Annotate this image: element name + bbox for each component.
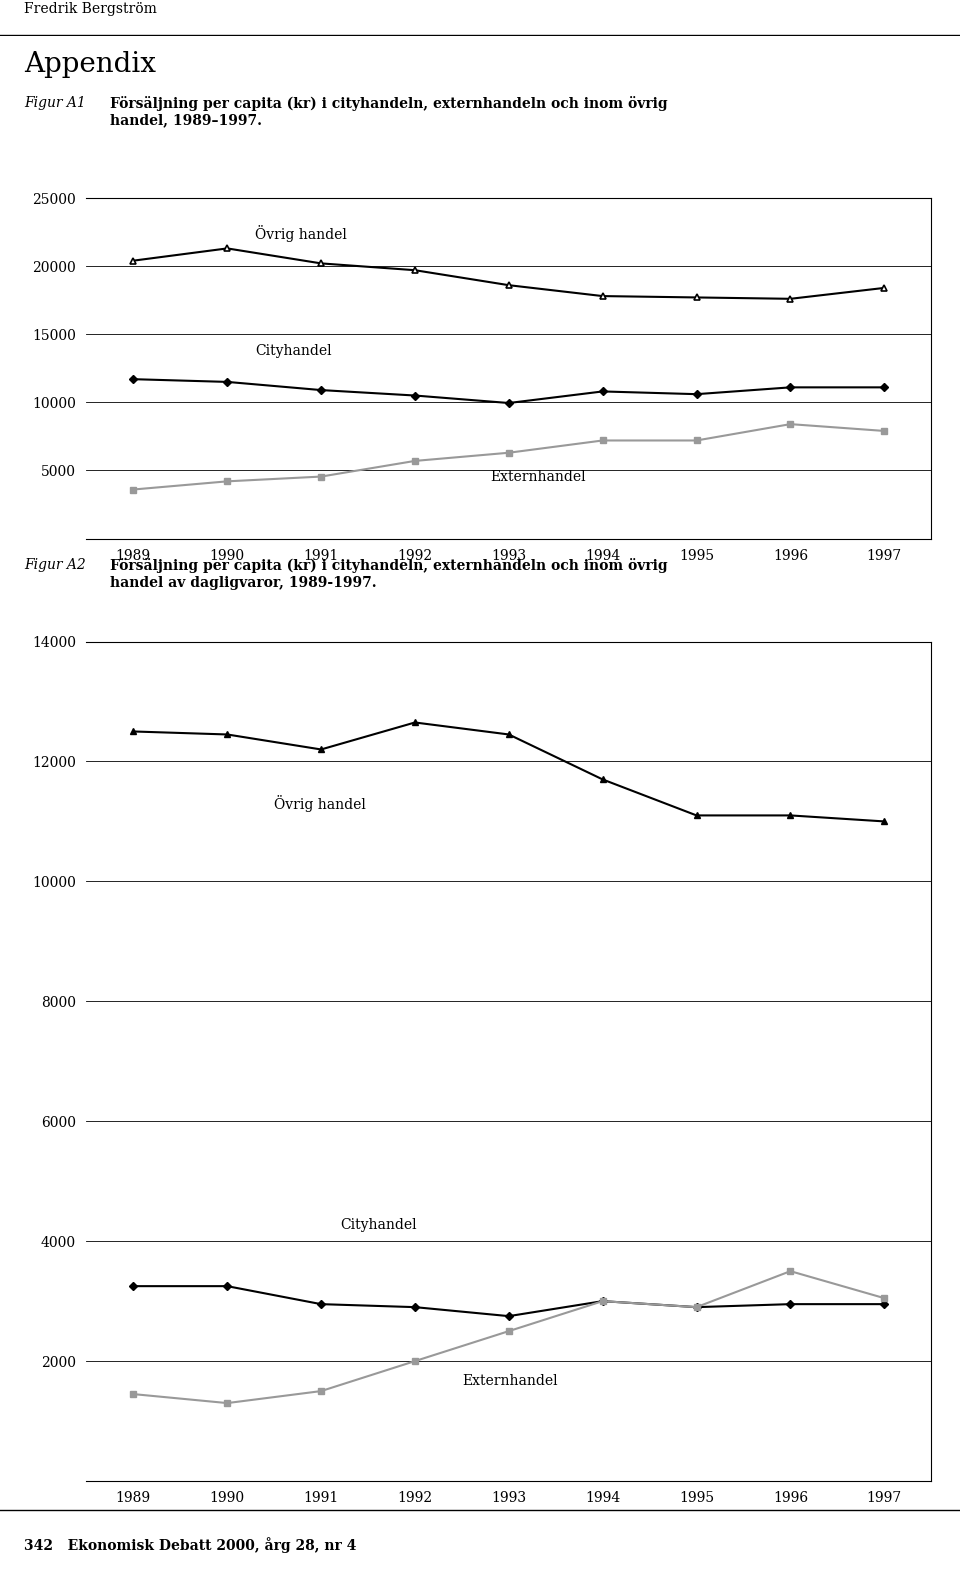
Text: Cityhandel: Cityhandel: [340, 1218, 417, 1232]
Text: Externhandel: Externhandel: [462, 1373, 558, 1388]
Text: Cityhandel: Cityhandel: [255, 344, 332, 358]
Text: Övrig handel: Övrig handel: [275, 795, 366, 813]
Text: Försäljning per capita (kr) i cityhandeln, externhandeln och inom övrig
handel a: Försäljning per capita (kr) i cityhandel…: [110, 558, 668, 589]
Text: Övrig handel: Övrig handel: [255, 225, 348, 242]
Text: Appendix: Appendix: [24, 51, 156, 78]
Text: Externhandel: Externhandel: [490, 470, 586, 485]
Text: 342   Ekonomisk Debatt 2000, årg 28, nr 4: 342 Ekonomisk Debatt 2000, årg 28, nr 4: [24, 1536, 356, 1552]
Text: Fredrik Bergström: Fredrik Bergström: [24, 2, 156, 16]
Text: Figur A2: Figur A2: [24, 558, 85, 572]
Text: Försäljning per capita (kr) i cityhandeln, externhandeln och inom övrig
handel, : Försäljning per capita (kr) i cityhandel…: [110, 95, 668, 127]
Text: Figur A1: Figur A1: [24, 95, 85, 109]
